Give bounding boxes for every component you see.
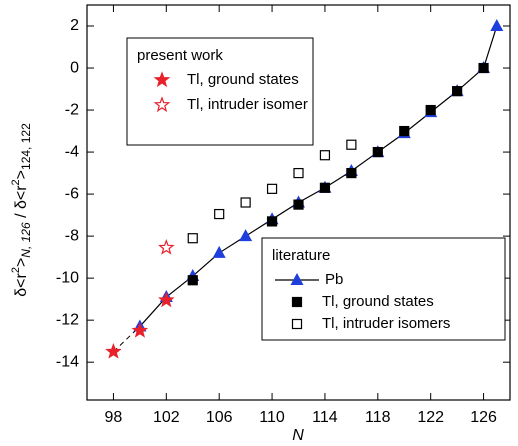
y-label-part: 2 bbox=[10, 179, 22, 185]
y-label-part: δ<r bbox=[13, 273, 30, 297]
y-tick-label: -4 bbox=[65, 143, 79, 160]
x-tick-label: 102 bbox=[153, 409, 180, 426]
triangle-marker bbox=[212, 245, 226, 258]
y-label-part: N, 126 bbox=[19, 222, 33, 258]
square-marker bbox=[240, 197, 251, 208]
y-tick-label: 2 bbox=[70, 17, 79, 34]
y-tick-label: 0 bbox=[70, 59, 79, 76]
x-tick-label: 110 bbox=[259, 409, 285, 426]
legend-label: Tl, ground states bbox=[322, 293, 434, 310]
square-marker bbox=[266, 183, 278, 194]
x-tick-label: 118 bbox=[365, 409, 391, 426]
square-marker bbox=[293, 199, 304, 210]
square-marker bbox=[319, 150, 331, 161]
y-tick-label: -10 bbox=[56, 269, 79, 286]
legend-title: present work bbox=[137, 47, 223, 64]
legend-label: Tl, intruder isomer bbox=[187, 96, 308, 113]
square-marker bbox=[187, 233, 198, 244]
triangle-marker bbox=[490, 19, 504, 32]
square-marker bbox=[452, 86, 463, 97]
star-marker bbox=[131, 322, 149, 338]
square-marker bbox=[478, 62, 489, 74]
star-marker bbox=[158, 291, 175, 308]
y-label-part: > bbox=[13, 170, 30, 179]
y-tick-label: -2 bbox=[65, 101, 79, 118]
x-tick-label: 106 bbox=[206, 409, 233, 426]
square-marker bbox=[293, 167, 304, 179]
square-marker bbox=[214, 208, 225, 220]
square-marker bbox=[291, 296, 303, 308]
square-marker bbox=[399, 125, 410, 137]
x-tick-label: 126 bbox=[470, 409, 497, 426]
y-axis-label: δ<r2>N, 126 / δ<r2>124, 122 bbox=[10, 123, 33, 297]
legend-title: literature bbox=[272, 247, 330, 264]
x-tick-label: 122 bbox=[417, 409, 444, 426]
x-tick-label: 98 bbox=[105, 409, 123, 426]
square-marker bbox=[372, 146, 383, 158]
y-tick-label: -12 bbox=[56, 311, 79, 328]
x-tick-label: 114 bbox=[312, 409, 338, 426]
square-marker bbox=[266, 216, 278, 227]
legend-label: Tl, intruder isomers bbox=[322, 315, 450, 332]
star-marker bbox=[153, 71, 171, 88]
star-marker bbox=[105, 343, 122, 359]
star-marker bbox=[158, 238, 175, 255]
square-marker bbox=[291, 318, 303, 330]
square-marker bbox=[319, 182, 331, 193]
y-label-part: 2 bbox=[10, 267, 22, 273]
y-label-part: > bbox=[13, 258, 30, 267]
legend-box bbox=[126, 37, 314, 146]
y-tick-label: -14 bbox=[56, 353, 79, 370]
plot-frame bbox=[86, 4, 511, 401]
triangle-marker bbox=[290, 273, 304, 285]
y-tick-label: -6 bbox=[65, 185, 79, 202]
square-marker bbox=[425, 104, 436, 116]
x-axis-label: N bbox=[292, 427, 304, 444]
legend-box bbox=[261, 237, 506, 341]
y-label-part: 124, 122 bbox=[19, 123, 33, 170]
legend-label: Pb bbox=[325, 271, 343, 288]
y-label-part: / δ<r bbox=[13, 185, 30, 223]
square-marker bbox=[346, 139, 357, 150]
y-tick-label: -8 bbox=[65, 227, 79, 244]
legend-label: Tl, ground states bbox=[187, 71, 299, 88]
square-marker bbox=[346, 167, 357, 179]
star-marker bbox=[153, 96, 171, 113]
square-marker bbox=[187, 275, 198, 286]
triangle-marker bbox=[239, 229, 253, 242]
